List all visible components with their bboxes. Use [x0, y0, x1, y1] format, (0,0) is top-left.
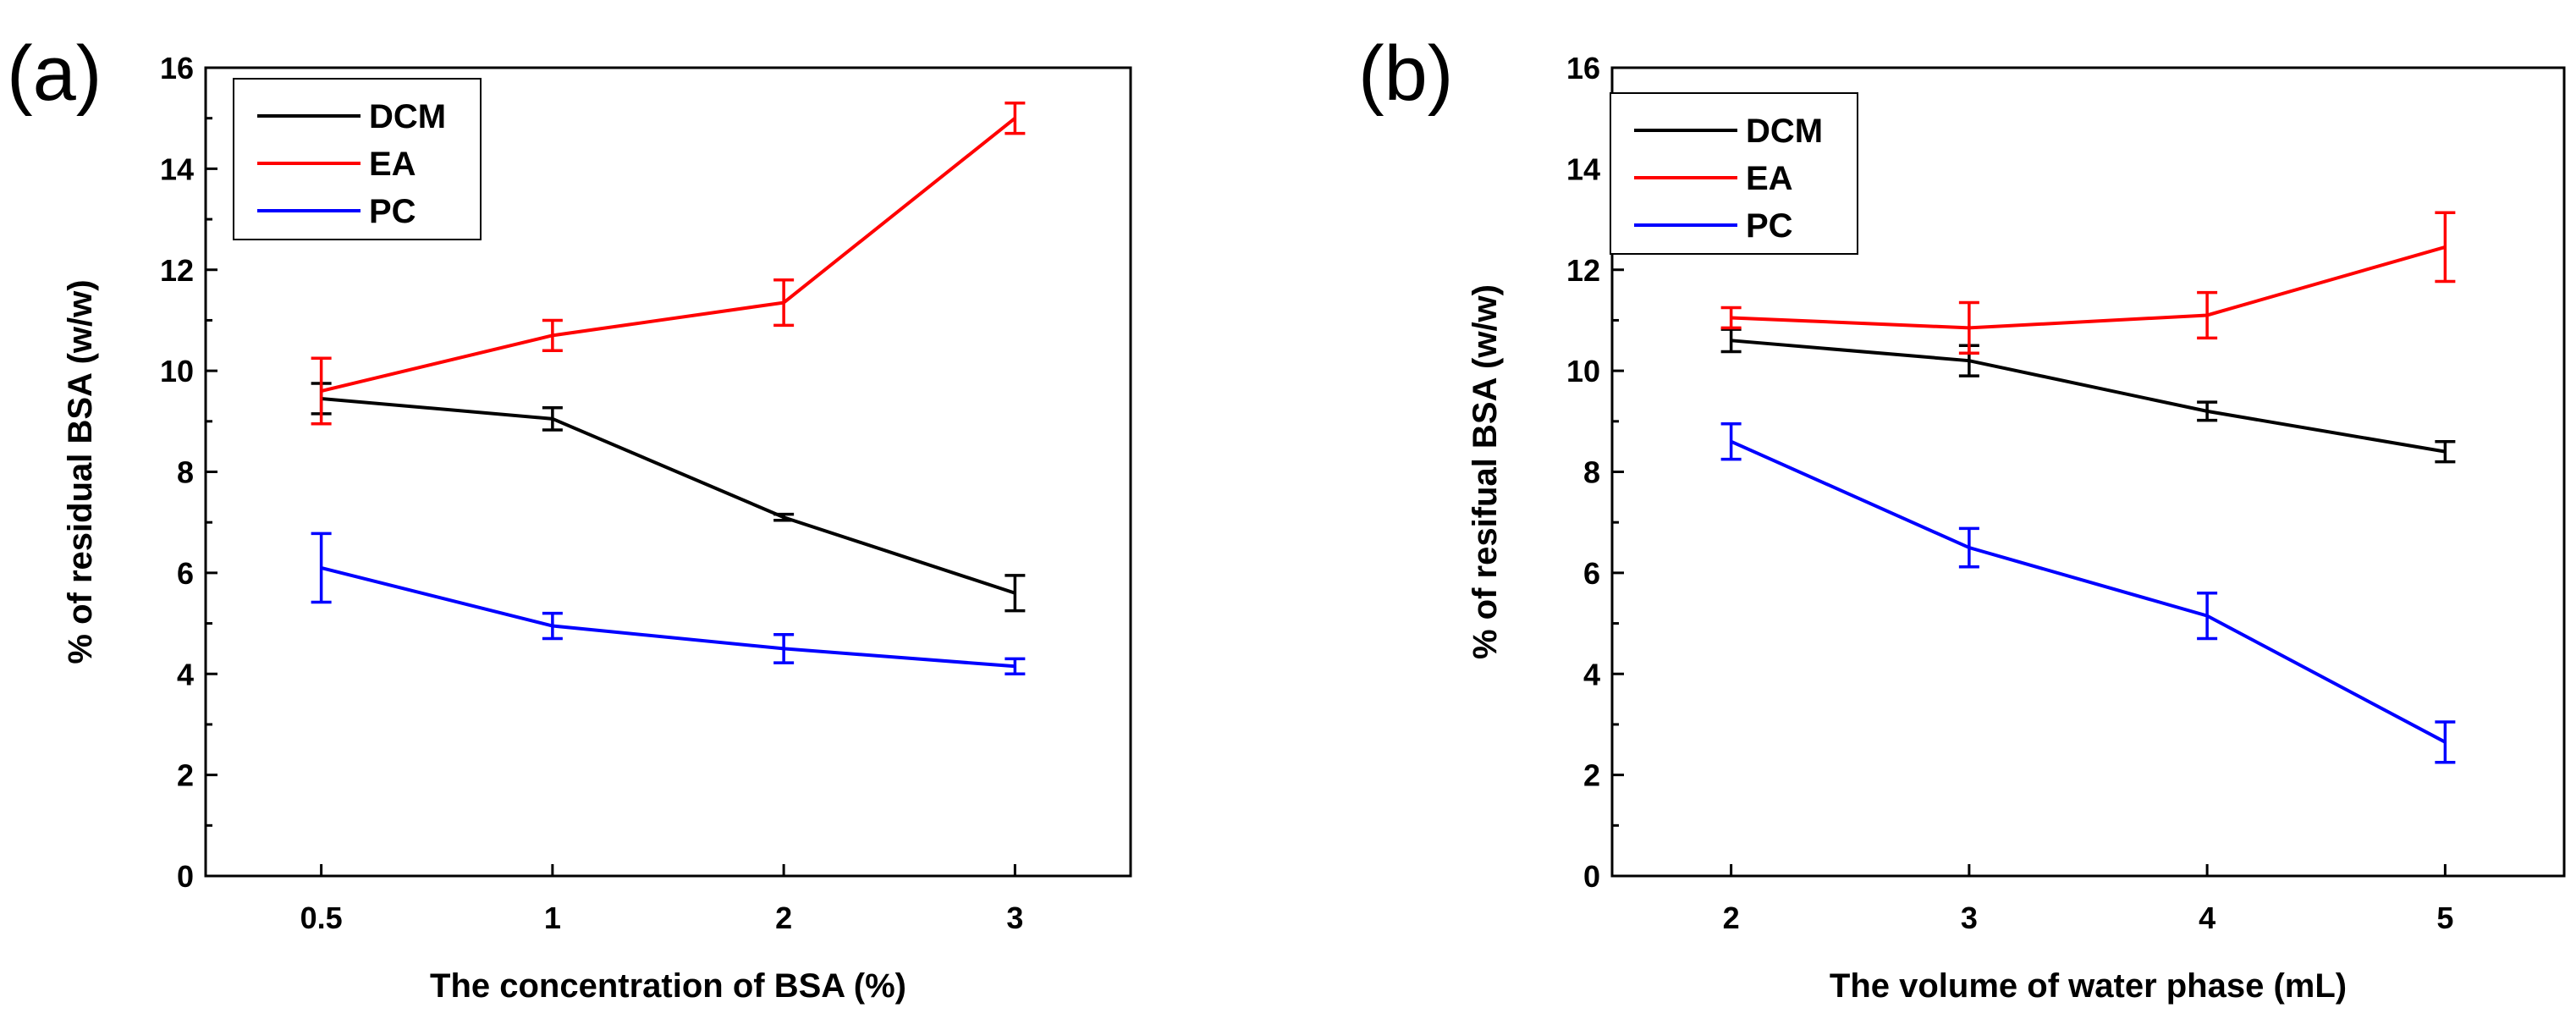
y-tick-label: 6 [1583, 556, 1600, 591]
legend-box [233, 78, 482, 240]
x-tick-label: 1 [544, 901, 561, 935]
y-tick-label: 8 [1583, 455, 1600, 490]
series-ea [311, 102, 1026, 426]
y-tick-label: 16 [1566, 51, 1600, 85]
y-tick-label: 4 [177, 657, 194, 691]
y-tick-label: 2 [177, 758, 194, 793]
series-line [321, 396, 1016, 595]
y-tick-label: 8 [177, 455, 194, 490]
legend-label: EA [369, 146, 416, 183]
y-tick-label: 10 [160, 354, 194, 388]
chart-panel-b: 0 2 4 6 8 10 12 14 16 2 3 4 5 The volume of water pha… [1358, 30, 2566, 1005]
series-pc [1720, 422, 2456, 764]
y-tick-label: 14 [1566, 151, 1600, 186]
legend-label: DCM [1746, 113, 1823, 150]
y-tick-label: 4 [1583, 657, 1600, 691]
series-ea [1720, 211, 2456, 355]
y-tick-label: 10 [1566, 354, 1600, 388]
x-tick-label: 2 [775, 901, 792, 935]
panel-label: (a) [7, 30, 102, 117]
y-tick-label: 14 [160, 151, 194, 186]
x-tick-label: 2 [1723, 901, 1740, 935]
legend-label: PC [1746, 207, 1793, 245]
x-axis-title: The concentration of BSA (%) [430, 967, 906, 1005]
y-tick-label: 12 [160, 253, 194, 288]
y-tick-label: 16 [160, 51, 194, 85]
series-line [1731, 245, 2446, 330]
series-line [1731, 339, 2446, 454]
series-line [321, 565, 1016, 669]
y-axis-title: % of resifual BSA (w/w) [1467, 284, 1504, 659]
x-tick-label: 3 [1006, 901, 1023, 935]
x-axis-title: The volume of water phase (mL) [1830, 967, 2347, 1005]
series-pc [311, 532, 1026, 675]
y-tick-label: 0 [177, 859, 194, 894]
y-axis-title: % of residual BSA (w/w) [62, 279, 99, 664]
legend-box [1610, 92, 1858, 255]
legend-label: PC [369, 193, 416, 230]
panel-label: (b) [1358, 30, 1453, 117]
x-tick-label: 5 [2436, 901, 2453, 935]
x-tick-label: 3 [1961, 901, 1978, 935]
y-tick-label: 2 [1583, 758, 1600, 793]
series-dcm [311, 382, 1026, 613]
x-tick-label: 0.5 [300, 901, 343, 935]
series-line [321, 117, 1016, 393]
series-dcm [1720, 328, 2456, 464]
y-tick-label: 6 [177, 556, 194, 591]
y-tick-label: 0 [1583, 859, 1600, 894]
y-tick-label: 12 [1566, 253, 1600, 288]
legend-label: EA [1746, 160, 1793, 197]
legend: DCM EA PC [1610, 92, 1858, 255]
legend: DCM EA PC [233, 78, 482, 240]
x-tick-label: 4 [2199, 901, 2215, 935]
legend-label: DCM [369, 98, 446, 135]
series-line [1730, 439, 2447, 744]
